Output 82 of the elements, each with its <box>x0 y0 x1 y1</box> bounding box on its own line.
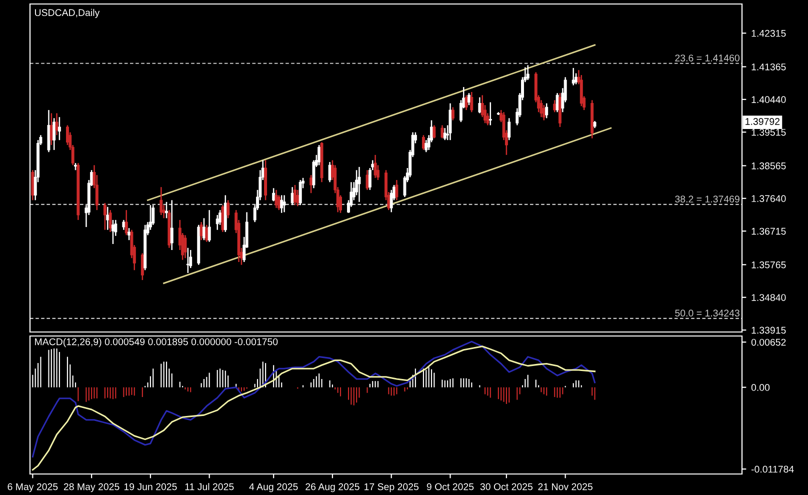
candlestick <box>202 218 206 241</box>
candlestick <box>221 204 224 233</box>
x-tick-label: 4 Aug 2025 <box>249 483 298 492</box>
candlestick <box>424 139 428 153</box>
candlestick <box>526 64 530 81</box>
candlestick <box>366 169 369 191</box>
candlestick <box>422 134 425 151</box>
x-tick-label: 19 Jun 2025 <box>124 483 177 490</box>
candlestick <box>205 224 208 242</box>
y-tick-label: 1.41365 <box>752 63 786 70</box>
chart-title: USDCAD,Daily <box>35 8 100 18</box>
candlestick <box>66 124 69 146</box>
candlestick <box>52 118 56 151</box>
y-tick-label: 1.37640 <box>752 195 786 202</box>
y-tick-label: 1.42315 <box>752 30 786 37</box>
candlestick <box>128 227 131 241</box>
candlestick <box>216 214 219 230</box>
candlestick <box>296 189 300 207</box>
candlestick <box>274 189 278 209</box>
x-tick-label: 28 May 2025 <box>64 483 120 492</box>
candlestick <box>451 106 454 121</box>
candlestick <box>374 154 377 179</box>
candlestick <box>160 186 163 216</box>
x-tick-label: 6 May 2025 <box>8 483 58 492</box>
y-tick-label: 1.39515 <box>752 128 786 136</box>
candlestick <box>443 127 446 141</box>
y-tick-label: 0.00652 <box>751 338 786 346</box>
y-tick-label: 1.35765 <box>752 261 786 268</box>
y-tick-label: -0.011784 <box>751 466 794 473</box>
candlestick <box>432 124 436 139</box>
candlestick <box>170 200 174 251</box>
candlestick <box>122 219 126 230</box>
candlestick <box>478 96 482 114</box>
candlestick <box>464 94 468 111</box>
candlestick <box>298 179 302 206</box>
x-tick-label: 17 Sep 2025 <box>364 483 419 492</box>
y-tick-label: 1.40440 <box>752 96 786 104</box>
candlestick <box>390 189 393 213</box>
x-tick-label: 26 Aug 2025 <box>306 483 360 492</box>
candlestick <box>545 102 548 119</box>
y-tick-label: 0.00 <box>751 384 770 391</box>
x-tick-label: 30 Oct 2025 <box>480 483 533 490</box>
y-tick-label: 1.33915 <box>752 326 786 334</box>
candlestick <box>184 234 187 259</box>
candlestick <box>572 67 575 86</box>
ref-line-label: 50.0 = 1.34243 <box>675 310 740 317</box>
candlestick <box>580 74 583 107</box>
candlestick <box>542 104 546 121</box>
candlestick <box>280 194 284 214</box>
ref-line-label: 23.6 = 1.41460 <box>675 54 740 62</box>
candlestick <box>310 174 313 194</box>
candlestick <box>106 206 110 230</box>
x-tick-label: 21 Nov 2025 <box>538 483 592 490</box>
candlestick <box>470 91 474 113</box>
candlestick <box>108 209 112 233</box>
y-tick-label: 1.38565 <box>752 162 786 170</box>
candlestick <box>55 112 58 136</box>
text: 1.39792 <box>746 118 780 125</box>
y-tick-label: 1.34840 <box>752 294 786 301</box>
candlestick <box>440 124 444 139</box>
candlestick <box>226 200 230 219</box>
candlestick <box>358 166 361 203</box>
chart-title: MACD(12,26,9) 0.000549 0.001895 0.000000 -0.001750 <box>35 338 278 348</box>
candlestick <box>152 204 155 226</box>
candlestick <box>31 169 34 201</box>
x-tick-label: 9 Oct 2025 <box>426 483 474 490</box>
ref-line-label: 38.2 = 1.37469 <box>675 196 740 203</box>
y-tick-label: 1.36715 <box>752 228 786 235</box>
candlestick <box>103 202 106 230</box>
candlestick <box>124 209 128 236</box>
candlestick <box>395 179 398 201</box>
candlestick <box>208 209 211 242</box>
candlestick <box>448 102 452 141</box>
candlestick <box>553 100 556 113</box>
candlestick <box>189 249 192 269</box>
candlestick <box>294 184 296 206</box>
candlestick <box>58 116 61 141</box>
candlestick <box>140 252 144 281</box>
candlestick <box>488 102 492 126</box>
candlestick <box>508 118 511 141</box>
x-tick-label: 11 Jul 2025 <box>185 483 234 490</box>
candlestick <box>282 194 286 213</box>
